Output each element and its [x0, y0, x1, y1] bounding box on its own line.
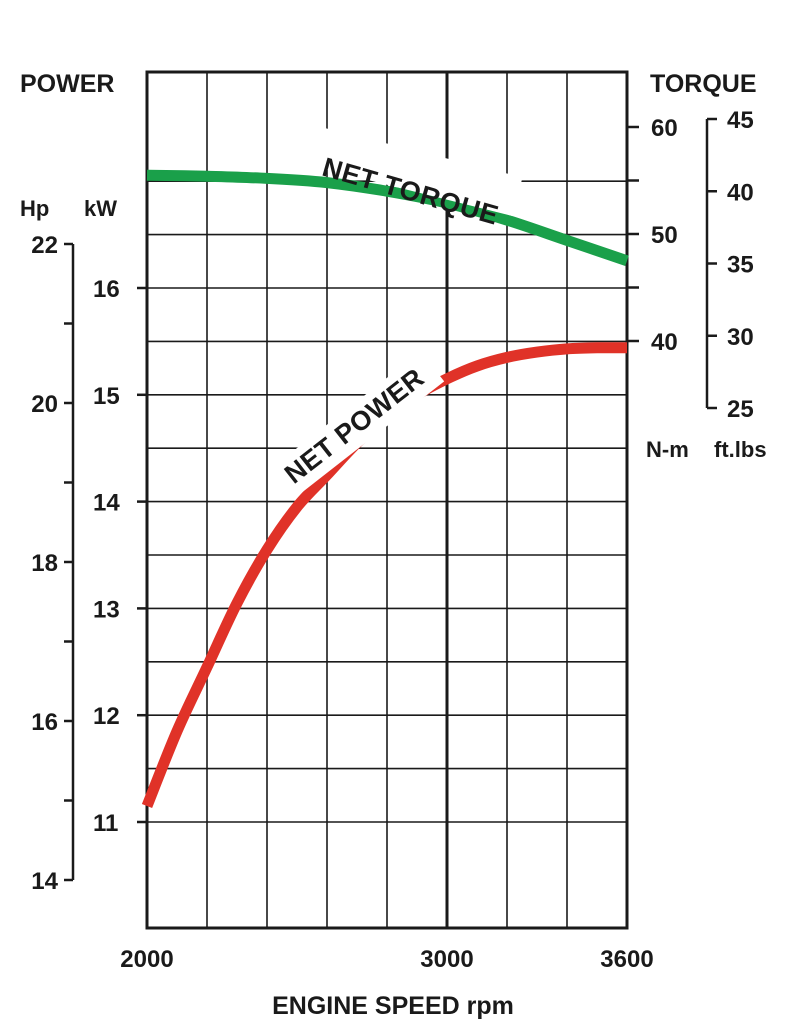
- x-tick-label: 2000: [120, 946, 173, 973]
- hp-unit-label: Hp: [20, 196, 49, 221]
- x-tick-label: 3000: [420, 946, 473, 973]
- net-power-label-bg: [275, 351, 445, 495]
- power-axis-title: POWER: [20, 70, 114, 98]
- ftlbs-tick-label: 30: [727, 324, 754, 351]
- grid: [146, 72, 628, 928]
- kw-tick-label: 15: [93, 383, 120, 410]
- ftlbs-unit-label: ft.lbs: [714, 437, 767, 462]
- nm-tick-label: 40: [651, 329, 678, 356]
- x-axis-title: ENGINE SPEED rpm: [272, 992, 514, 1020]
- axes: 11 12 13 14 15 16 14 16 18 20 22 40 50 60 25 30 35 40 45 20…: [31, 70, 754, 973]
- kw-unit-label: kW: [84, 196, 117, 221]
- hp-tick-label: 16: [31, 709, 58, 736]
- ftlbs-tick-label: 40: [727, 179, 754, 206]
- net-torque-label-bg: [303, 125, 523, 217]
- hp-tick-label: 20: [31, 391, 58, 418]
- net-power-label: NET POWER: [279, 362, 430, 489]
- kw-tick-label: 11: [93, 810, 118, 837]
- hp-tick-label: 22: [31, 232, 58, 259]
- kw-tick-label: 13: [93, 596, 120, 623]
- net-torque-line: [146, 169, 629, 267]
- ftlbs-tick-label: 45: [727, 107, 754, 134]
- nm-unit-label: N-m: [646, 437, 689, 462]
- kw-tick-label: 12: [93, 703, 120, 730]
- torque-axis-title: TORQUE: [650, 70, 757, 98]
- kw-tick-label: 14: [93, 490, 120, 517]
- plot-frame: [145, 70, 629, 930]
- nm-tick-label: 50: [651, 222, 678, 249]
- ftlbs-tick-label: 25: [727, 396, 754, 423]
- x-tick-label: 3600: [600, 946, 653, 973]
- kw-tick-label: 16: [93, 276, 120, 303]
- hp-tick-label: 18: [31, 550, 58, 577]
- hp-tick-label: 14: [31, 868, 58, 895]
- ftlbs-tick-label: 35: [727, 252, 754, 279]
- nm-tick-label: 60: [651, 115, 678, 142]
